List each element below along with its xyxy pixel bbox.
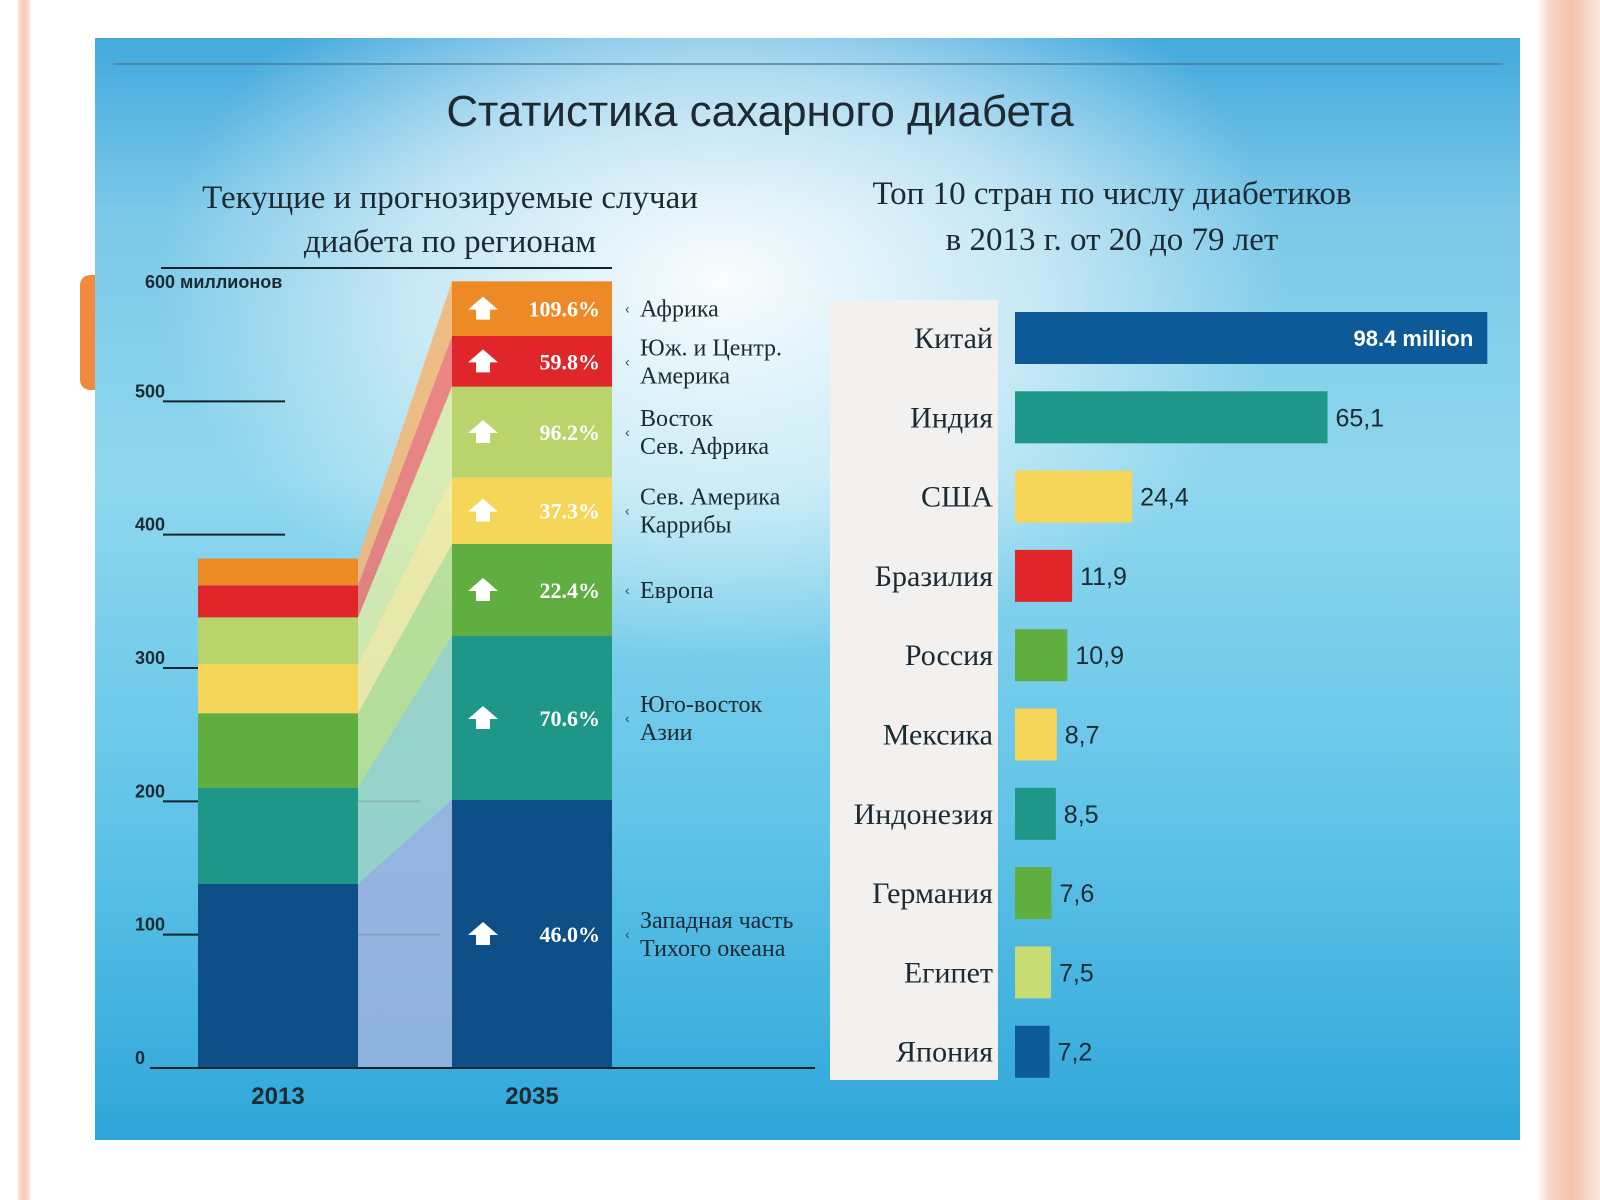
region-label: Сев. Африка bbox=[640, 434, 769, 460]
growth-label-южная-и-центральная-америка: 59.8% bbox=[540, 349, 601, 374]
x-tick-label: 2035 bbox=[505, 1083, 558, 1110]
region-label: Юж. и Центр. bbox=[640, 335, 782, 361]
label-pointer: ‹ bbox=[625, 424, 630, 440]
value-label-китай: 98.4 million bbox=[1353, 326, 1473, 351]
value-label-япония: 7,2 bbox=[1058, 1039, 1093, 1067]
bar-мексика bbox=[1015, 708, 1057, 761]
region-label: Каррибы bbox=[640, 513, 732, 539]
slide-right-border bbox=[1536, 0, 1600, 1200]
connector-band-африка bbox=[358, 281, 452, 586]
bar-россия bbox=[1015, 629, 1068, 682]
bar-сша bbox=[1015, 470, 1133, 523]
country-label-panel bbox=[830, 300, 998, 1080]
growth-label-европа: 22.4% bbox=[540, 578, 601, 603]
label-pointer: ‹ bbox=[625, 301, 630, 317]
label-pointer: ‹ bbox=[625, 582, 630, 598]
connector-band-западная-часть-тихого-океана bbox=[358, 800, 452, 1068]
label-pointer: ‹ bbox=[625, 503, 630, 519]
bar-китай bbox=[1015, 312, 1488, 364]
up-arrow-icon bbox=[468, 706, 498, 729]
x-tick-label: 2013 bbox=[251, 1083, 304, 1110]
up-arrow-icon bbox=[468, 349, 498, 373]
bar-индия bbox=[1015, 391, 1328, 444]
country-label-бразилия: Бразилия bbox=[875, 560, 993, 593]
connector-band-северная-америка-и-карибы bbox=[358, 477, 452, 714]
y-tick-label: 400 bbox=[135, 515, 165, 535]
up-arrow-icon bbox=[468, 420, 498, 443]
growth-label-западная-часть-тихого-океана: 46.0% bbox=[540, 922, 601, 947]
y-axis-unit-label: 600 миллионов bbox=[145, 272, 282, 292]
bar-2013-южная-и-центральная-америка bbox=[198, 585, 358, 618]
value-label-индонезия: 8,5 bbox=[1064, 801, 1099, 829]
up-arrow-icon bbox=[468, 922, 498, 945]
country-label-сша: США bbox=[921, 481, 993, 514]
up-arrow-icon bbox=[468, 578, 498, 601]
bar-германия bbox=[1015, 867, 1052, 920]
bar-япония bbox=[1015, 1025, 1050, 1078]
value-label-бразилия: 11,9 bbox=[1080, 563, 1127, 591]
region-label: Западная часть bbox=[640, 908, 793, 934]
connector-band-европа bbox=[358, 544, 452, 788]
value-label-германия: 7,6 bbox=[1059, 880, 1094, 908]
value-label-индия: 65,1 bbox=[1335, 404, 1384, 432]
growth-label-северная-америка-и-карибы: 37.3% bbox=[540, 499, 601, 524]
bar-2013-европа bbox=[198, 713, 358, 788]
region-label: Африка bbox=[640, 297, 719, 323]
bar-2013-северная-америка-и-карибы bbox=[198, 664, 358, 714]
country-label-индия: Индия bbox=[910, 401, 993, 434]
region-label: Сев. Америка bbox=[640, 485, 781, 511]
y-tick-label: 300 bbox=[135, 648, 165, 668]
infographic-panel: Статистика сахарного диабета Текущие и п… bbox=[95, 38, 1520, 1140]
country-label-германия: Германия bbox=[872, 877, 993, 910]
y-tick-label: 100 bbox=[135, 915, 165, 935]
value-label-сша: 24,4 bbox=[1140, 484, 1189, 512]
connector-band-юго-восток-азии bbox=[358, 636, 452, 884]
regional-stacked-chart: 0 100 200 300 400 500 46.0% 70.6% 22.4% 37.3% 96.2… bbox=[135, 267, 815, 1110]
growth-label-африка: 109.6% bbox=[529, 297, 601, 322]
left-chart-title-line2: диабета по регионам bbox=[304, 224, 596, 260]
right-chart-title-line2: в 2013 г. от 20 до 79 лет bbox=[946, 222, 1279, 258]
bar-египет bbox=[1015, 946, 1051, 999]
bar-2013-западная-часть-тихого-океана bbox=[198, 884, 358, 1068]
bar-2013-юго-восток-азии bbox=[198, 788, 358, 884]
y-tick-label: 500 bbox=[135, 381, 165, 401]
region-label: Юго-восток bbox=[640, 692, 762, 718]
country-label-египет: Египет bbox=[904, 956, 993, 989]
country-label-япония: Япония bbox=[896, 1036, 993, 1069]
region-label: Америка bbox=[640, 363, 730, 389]
right-chart-title-line1: Топ 10 стран по числу диабетиков bbox=[872, 176, 1351, 212]
region-label: Тихого океана bbox=[640, 936, 786, 962]
growth-label-юго-восток-азии: 70.6% bbox=[540, 706, 601, 731]
top10-countries-chart: Китай 98.4 million Индия 65,1 США 24,4 Бразили… bbox=[830, 300, 1488, 1080]
growth-label-восток-и-северная-африка: 96.2% bbox=[540, 420, 601, 445]
label-pointer: ‹ bbox=[625, 710, 630, 726]
value-label-мексика: 8,7 bbox=[1065, 722, 1100, 750]
infographic-svg: Статистика сахарного диабета Текущие и п… bbox=[113, 63, 1503, 1110]
y-tick-label: 200 bbox=[135, 781, 165, 801]
left-chart-title-line1: Текущие и прогнозируемые случаи bbox=[202, 180, 698, 216]
region-label: Азии bbox=[640, 720, 693, 746]
y-tick-label: 0 bbox=[135, 1048, 145, 1068]
region-label: Восток bbox=[640, 406, 713, 432]
country-label-мексика: Мексика bbox=[883, 719, 993, 752]
connector-band-южная-и-центральная-америка bbox=[358, 336, 452, 618]
bar-бразилия bbox=[1015, 549, 1073, 602]
up-arrow-icon bbox=[468, 498, 498, 522]
country-label-индонезия: Индонезия bbox=[854, 798, 994, 831]
connector-band-восток-и-северная-африка bbox=[358, 386, 452, 664]
country-label-китай: Китай bbox=[914, 322, 993, 355]
bar-индонезия bbox=[1015, 787, 1056, 840]
slide-left-border bbox=[18, 0, 30, 1200]
value-label-россия: 10,9 bbox=[1075, 642, 1124, 670]
bar-2013-африка bbox=[198, 558, 358, 586]
value-label-египет: 7,5 bbox=[1059, 959, 1094, 987]
main-title: Статистика сахарного диабета bbox=[446, 87, 1074, 136]
label-pointer: ‹ bbox=[625, 353, 630, 369]
country-label-россия: Россия bbox=[905, 639, 993, 672]
bar-2013-восток-и-северная-африка bbox=[198, 617, 358, 664]
label-pointer: ‹ bbox=[625, 926, 630, 942]
up-arrow-icon bbox=[468, 296, 498, 320]
region-label: Европа bbox=[640, 578, 714, 604]
